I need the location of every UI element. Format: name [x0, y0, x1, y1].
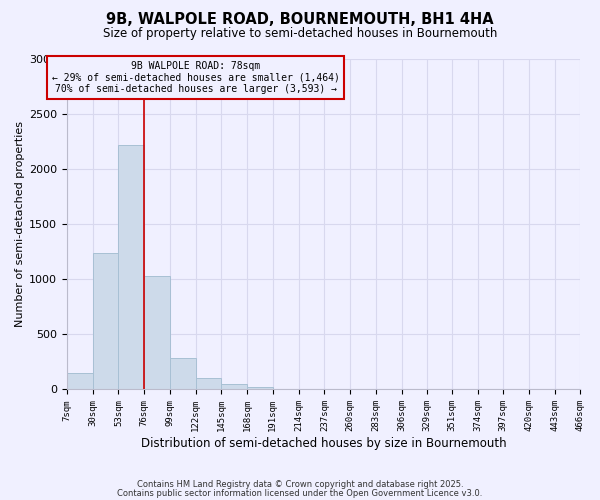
Text: Size of property relative to semi-detached houses in Bournemouth: Size of property relative to semi-detach… — [103, 28, 497, 40]
Text: Contains HM Land Registry data © Crown copyright and database right 2025.: Contains HM Land Registry data © Crown c… — [137, 480, 463, 489]
Bar — [273, 389, 299, 390]
Bar — [118, 145, 144, 390]
Text: Contains public sector information licensed under the Open Government Licence v3: Contains public sector information licen… — [118, 488, 482, 498]
Bar — [144, 276, 170, 390]
Bar — [196, 378, 221, 390]
Bar — [221, 384, 247, 390]
Bar — [247, 388, 273, 390]
Text: 9B WALPOLE ROAD: 78sqm
← 29% of semi-detached houses are smaller (1,464)
70% of : 9B WALPOLE ROAD: 78sqm ← 29% of semi-det… — [52, 61, 340, 94]
Text: 9B, WALPOLE ROAD, BOURNEMOUTH, BH1 4HA: 9B, WALPOLE ROAD, BOURNEMOUTH, BH1 4HA — [106, 12, 494, 28]
X-axis label: Distribution of semi-detached houses by size in Bournemouth: Distribution of semi-detached houses by … — [141, 437, 506, 450]
Bar — [170, 358, 196, 390]
Y-axis label: Number of semi-detached properties: Number of semi-detached properties — [15, 121, 25, 327]
Bar — [67, 373, 93, 390]
Bar — [93, 253, 118, 390]
